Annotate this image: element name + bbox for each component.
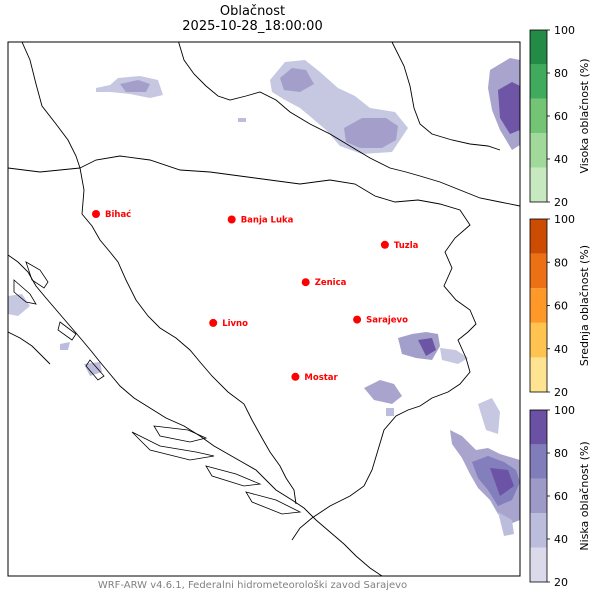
colorbar-tick-label: 40 — [554, 343, 568, 356]
colorbar-tick-label: 40 — [554, 153, 568, 166]
colorbar-segment — [530, 322, 547, 358]
colorbar-segment — [530, 478, 547, 514]
colorbar-tick-label: 80 — [554, 67, 568, 80]
colorbar-segment — [530, 357, 547, 392]
colorbar-tick-label: 20 — [554, 576, 568, 589]
colorbar-tick-label: 80 — [554, 447, 568, 460]
city-label: Bihać — [105, 209, 131, 220]
colorbar-segment — [530, 98, 547, 134]
colorbar-segment — [530, 219, 547, 254]
colorbar-segment — [530, 513, 547, 548]
city-label: Sarajevo — [366, 316, 408, 326]
city-marker — [301, 278, 310, 287]
colorbar-segment — [530, 133, 547, 168]
colorbar-tick-label: 100 — [554, 24, 575, 37]
colorbar-segment — [530, 30, 547, 65]
colorbar-segment — [530, 253, 547, 289]
city-marker — [353, 315, 362, 324]
cloud-patches — [8, 58, 520, 536]
colorbars: 100 80 60 40 20 Visoka oblačnost (%) 100 80 60 40… — [529, 24, 591, 589]
city-marker — [92, 210, 100, 218]
borders — [8, 42, 520, 576]
colorbar-tick-label: 100 — [554, 404, 575, 417]
city-label: Mostar — [304, 373, 338, 383]
colorbar-tick-label: 20 — [554, 386, 568, 399]
islands — [13, 261, 302, 515]
colorbar-tick-label: 60 — [554, 110, 568, 123]
colorbar-segment — [530, 444, 547, 479]
city-label: Tuzla — [394, 241, 419, 251]
city-marker — [291, 372, 300, 381]
city-marker — [209, 318, 218, 327]
colorbar-segment — [530, 167, 547, 202]
city-label: Banja Luka — [241, 216, 294, 226]
colorbar-tick-label: 60 — [554, 490, 568, 503]
map-frame — [7, 41, 521, 577]
city-label: Livno — [222, 319, 248, 329]
colorbar-tick-label: 20 — [554, 196, 568, 209]
colorbar-segment — [530, 410, 547, 445]
colorbar-segment — [530, 64, 547, 99]
city-marker — [380, 240, 389, 249]
colorbar-tick-label: 40 — [554, 533, 568, 546]
map-subtitle: 2025-10-28_18:00:00 — [182, 19, 323, 34]
colorbar-segment — [530, 547, 547, 582]
colorbar-tick-label: 60 — [554, 300, 568, 313]
colorbar-label: Srednja oblačnost (%) — [578, 245, 591, 366]
colorbar-tick-label: 100 — [554, 213, 575, 226]
city-markers: Bihać Banja Luka Tuzla Zenica Livno Sarajevo M… — [92, 209, 419, 383]
city-label: Zenica — [315, 278, 347, 288]
city-marker — [227, 215, 236, 224]
colorbar-segment — [530, 288, 547, 323]
colorbar-label: Niska oblačnost (%) — [578, 441, 591, 550]
map-title: Oblačnost — [219, 4, 286, 19]
footer-credit: WRF-ARW v4.6.1, Federalni hidrometeorolo… — [97, 580, 408, 591]
colorbar-label: Visoka oblačnost (%) — [578, 58, 591, 173]
colorbar-tick-label: 80 — [554, 256, 568, 269]
